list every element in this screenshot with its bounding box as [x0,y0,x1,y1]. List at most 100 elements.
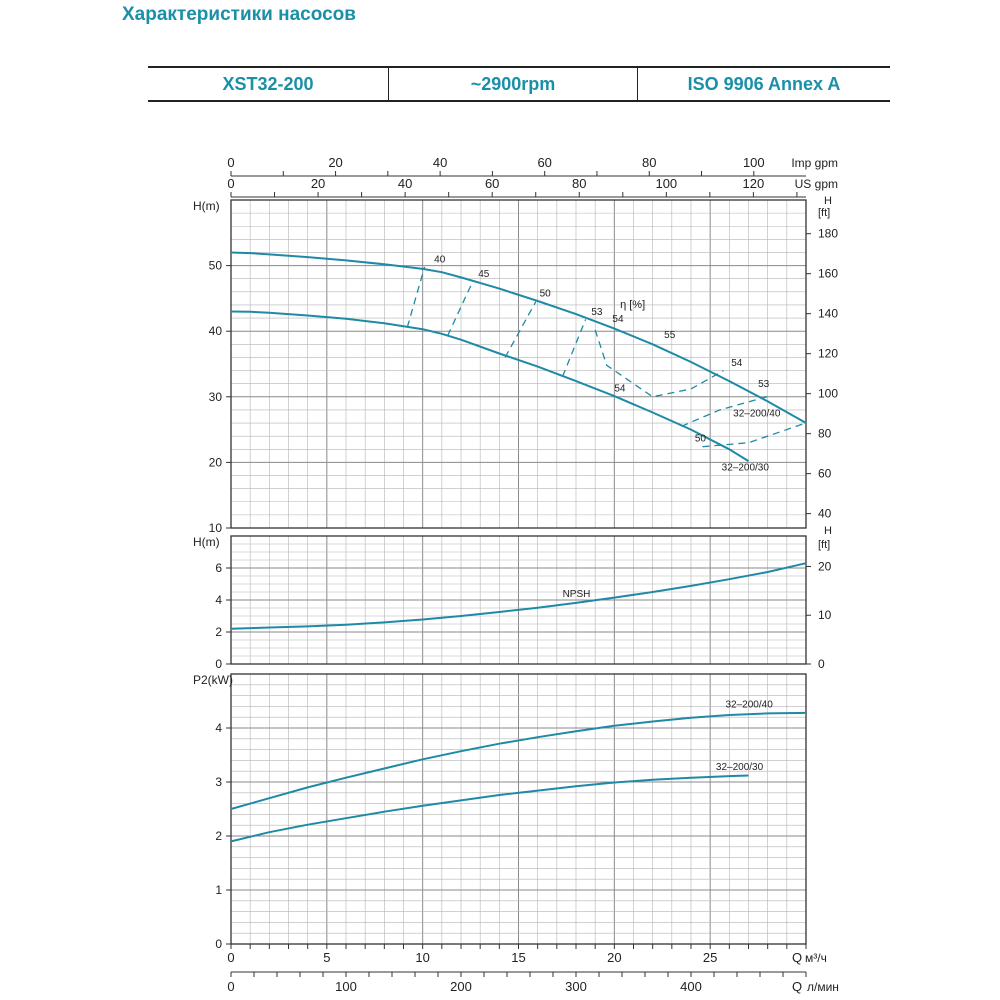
efficiency-contour-40 [406,266,426,328]
y-axis-label: P2(kW) [193,673,233,687]
y-right-axis-label: H [824,525,832,537]
y-tick-label: 0 [215,657,222,671]
top-axis-label: Imp gpm [791,156,838,170]
x-axis-label-q: Q [792,950,802,965]
y-axis-label: H(m) [193,199,220,213]
top-axis-tick-label: 60 [537,155,551,170]
second-axis-tick-label: 100 [335,979,357,994]
efficiency-contour-50 [702,422,807,448]
efficiency-contour-50 [504,301,537,358]
top-axis-tick-label: 0 [227,176,234,191]
panel-frame [230,199,807,529]
curve-annotation: NPSH [563,589,591,600]
curve-annotation: 54 [731,358,743,369]
y-tick-label: 1 [215,883,222,897]
efficiency-contour-53 [681,394,772,427]
y-right-tick-label: 160 [818,267,838,281]
curve-annotation: 32–200/30 [716,762,764,773]
x-tick-label: 0 [227,950,234,965]
top-axis-tick-label: 40 [433,155,447,170]
y-right-tick-label: 80 [818,427,832,441]
head-panel [226,199,807,529]
curve-32-200-40 [230,711,807,810]
curve-annotation: 53 [591,307,603,318]
y-tick-label: 20 [209,455,223,469]
second-axis-tick-label: 400 [680,979,702,994]
curve-annotation: 40 [434,254,446,265]
x-tick-label: 20 [607,950,621,965]
second-axis-tick-label: 0 [227,979,234,994]
y-right-tick-label: 60 [818,467,832,481]
y-tick-label: 30 [209,390,223,404]
y-axis-label: H(m) [193,535,220,549]
x-tick-label: 10 [415,950,429,965]
curve-annotation: 45 [478,269,490,280]
y-right-axis-label: [ft] [818,207,830,219]
page-title: Характеристики насосов [122,4,356,25]
curve-32-200-30 [230,310,750,462]
second-axis-label-unit: л/мин [807,980,839,994]
y-tick-label: 40 [209,324,223,338]
y-tick-label: 2 [215,625,222,639]
curve-annotation: 32–200/40 [726,699,774,710]
y-right-tick-label: 180 [818,227,838,241]
top-axis-tick-label: 80 [642,155,656,170]
y-right-tick-label: 140 [818,307,838,321]
curve-annotation: 50 [540,288,552,299]
y-right-tick-label: 40 [818,507,832,521]
curve-annotation: 32–200/30 [722,462,770,473]
y-tick-label: 3 [215,775,222,789]
standard-label: ISO 9906 Annex A [637,68,890,100]
curve-32-200-30 [230,774,749,843]
top-axis-tick-label: 80 [572,176,586,191]
y-right-tick-label: 20 [818,559,832,573]
x-tick-label: 5 [323,950,330,965]
curve-annotation: 54 [612,314,624,325]
efficiency-label: η [%] [620,299,645,311]
power-panel [226,673,807,945]
curve-annotation: 32–200/40 [733,408,781,419]
y-tick-label: 10 [209,521,223,535]
y-tick-label: 2 [215,829,222,843]
x-tick-label: 25 [703,950,717,965]
top-axis-label: US gpm [795,177,838,191]
curve-annotation: 54 [614,384,626,395]
curve-annotation: 50 [695,433,707,444]
efficiency-contour-54 [594,329,724,398]
curve-npsh [230,562,807,630]
header-table: XST32-200 ~2900rpm ISO 9906 Annex A [148,66,890,102]
y-tick-label: 4 [215,721,222,735]
x-axis-label-unit: м³/ч [805,951,827,965]
top-axis-tick-label: 120 [743,176,765,191]
top-axis-tick-label: 20 [311,176,325,191]
curve-annotation: 55 [664,330,676,341]
model-name: XST32-200 [222,73,314,94]
x-tick-label: 15 [511,950,525,965]
second-axis-tick-label: 300 [565,979,587,994]
top-axis-tick-label: 0 [227,155,234,170]
y-right-tick-label: 120 [818,347,838,361]
curve-32-200-40 [230,251,807,424]
y-tick-label: 50 [209,259,223,273]
y-right-tick-label: 0 [818,657,825,671]
y-tick-label: 0 [215,937,222,951]
top-axis-tick-label: 60 [485,176,499,191]
y-right-axis-label: [ft] [818,539,830,551]
second-axis-label-q: Q [792,979,802,994]
y-tick-label: 6 [215,561,222,575]
y-tick-label: 4 [215,593,222,607]
y-right-tick-label: 10 [818,608,832,622]
efficiency-contour-53 [561,319,587,377]
top-axis-tick-label: 20 [328,155,342,170]
top-axis-tick-label: 100 [655,176,677,191]
y-right-axis-label: H [824,195,832,207]
y-right-tick-label: 100 [818,387,838,401]
top-axis-tick-label: 40 [398,176,412,191]
efficiency-contour-45 [447,281,474,337]
npsh-panel [226,535,807,665]
curve-annotation: 53 [758,379,770,390]
top-axis-tick-label: 100 [743,155,765,170]
speed-label: ~2900rpm [388,68,637,100]
second-axis-tick-label: 200 [450,979,472,994]
